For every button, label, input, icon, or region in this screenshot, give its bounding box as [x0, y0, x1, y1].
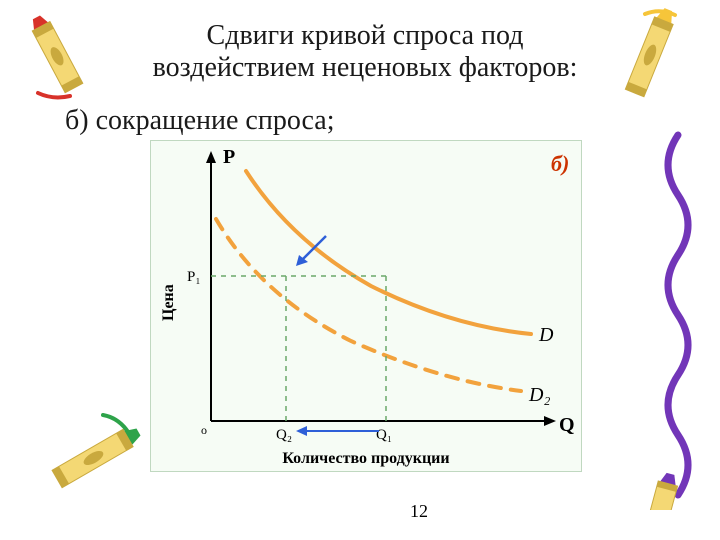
subtitle: б) сокращение спроса; [65, 105, 335, 137]
corner-label: б) [551, 151, 569, 176]
p1-label: P₁ [187, 269, 201, 285]
purple-squiggle-icon [648, 130, 708, 510]
q2-label: Q₂ [276, 427, 292, 443]
y-axis-label: P [223, 146, 235, 168]
curve-d-label: D [538, 324, 554, 346]
slide-title: Сдвиги кривой спроса под воздействием не… [100, 20, 630, 84]
crayon-green-icon [35, 400, 145, 520]
quantity-arrow-icon [296, 426, 379, 436]
chart-svg: б) P Q o Цена Количество продукции D [151, 141, 581, 471]
curve-d2 [216, 219, 521, 391]
q1-label: Q₁ [376, 427, 392, 443]
crayon-red-icon [18, 8, 98, 108]
title-line1: Сдвиги кривой спроса под [207, 20, 524, 51]
curve-d2-label: D₂ [528, 384, 550, 406]
page-number: 12 [410, 501, 428, 522]
origin-label: o [201, 423, 207, 437]
demand-chart: б) P Q o Цена Количество продукции D [150, 140, 582, 472]
slide: Сдвиги кривой спроса под воздействием не… [0, 0, 720, 540]
guide-lines [211, 276, 386, 421]
title-line2: воздействием неценовых факторов: [153, 52, 578, 83]
x-bottom-label: Количество продукции [282, 450, 449, 467]
curve-d [246, 171, 531, 334]
y-side-label: Цена [160, 284, 177, 321]
x-axis-label: Q [559, 414, 575, 436]
